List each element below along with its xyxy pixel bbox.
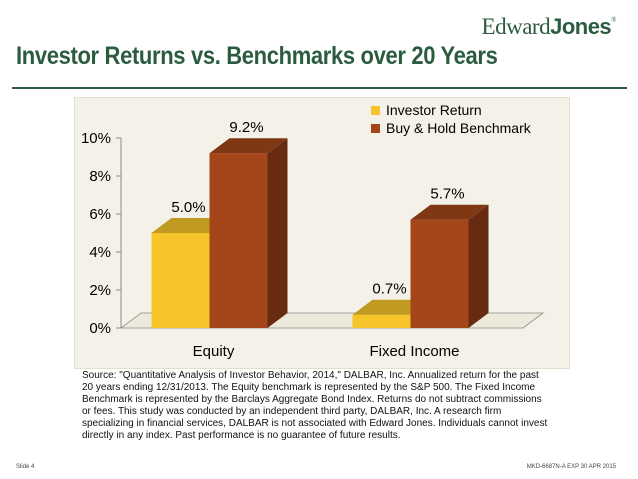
bar-side-face (468, 204, 489, 328)
source-note: Source: "Quantitative Analysis of Invest… (82, 370, 548, 441)
legend-swatch (371, 124, 380, 133)
page-title: Investor Returns vs. Benchmarks over 20 … (16, 42, 498, 70)
chart-legend: Investor Return Buy & Hold Benchmark (371, 102, 532, 136)
x-category-label: Fixed Income (369, 343, 459, 360)
logo-registered-mark: ® (611, 16, 616, 24)
y-tick-label: 8% (89, 168, 111, 185)
data-label: 5.0% (171, 199, 205, 216)
bar-front (352, 314, 411, 328)
chart-bars (151, 138, 489, 328)
bar-front (209, 153, 268, 328)
data-label: 9.2% (229, 119, 263, 136)
legend-label: Investor Return (386, 102, 482, 118)
y-tick-label: 6% (89, 206, 111, 223)
edward-jones-logo: EdwardJones® (481, 14, 617, 40)
bar-front (151, 233, 210, 328)
y-tick-label: 0% (89, 320, 111, 337)
document-code: MKD-6687N-A EXP 30 APR 2015 (526, 464, 616, 470)
bar-side-face (267, 138, 288, 328)
bar-front (410, 219, 469, 328)
x-category-label: Equity (193, 343, 235, 360)
title-divider (12, 87, 627, 89)
data-label: 5.7% (430, 186, 464, 203)
data-label: 0.7% (372, 281, 406, 298)
bar-top-face (410, 204, 489, 220)
logo-text-jones: Jones (550, 14, 612, 39)
chart-labels: 5.0% 9.2% Equity 0.7% 5.7% Fixed Income (171, 119, 464, 360)
y-tick-label: 10% (81, 130, 111, 147)
legend-label: Buy & Hold Benchmark (386, 120, 532, 136)
y-tick-label: 4% (89, 244, 111, 261)
slide-number: Slide 4 (16, 464, 35, 470)
y-tick-label: 2% (89, 282, 111, 299)
logo-text-edward: Edward (481, 14, 551, 39)
legend-swatch (371, 106, 380, 115)
bar-top-face (209, 138, 288, 154)
